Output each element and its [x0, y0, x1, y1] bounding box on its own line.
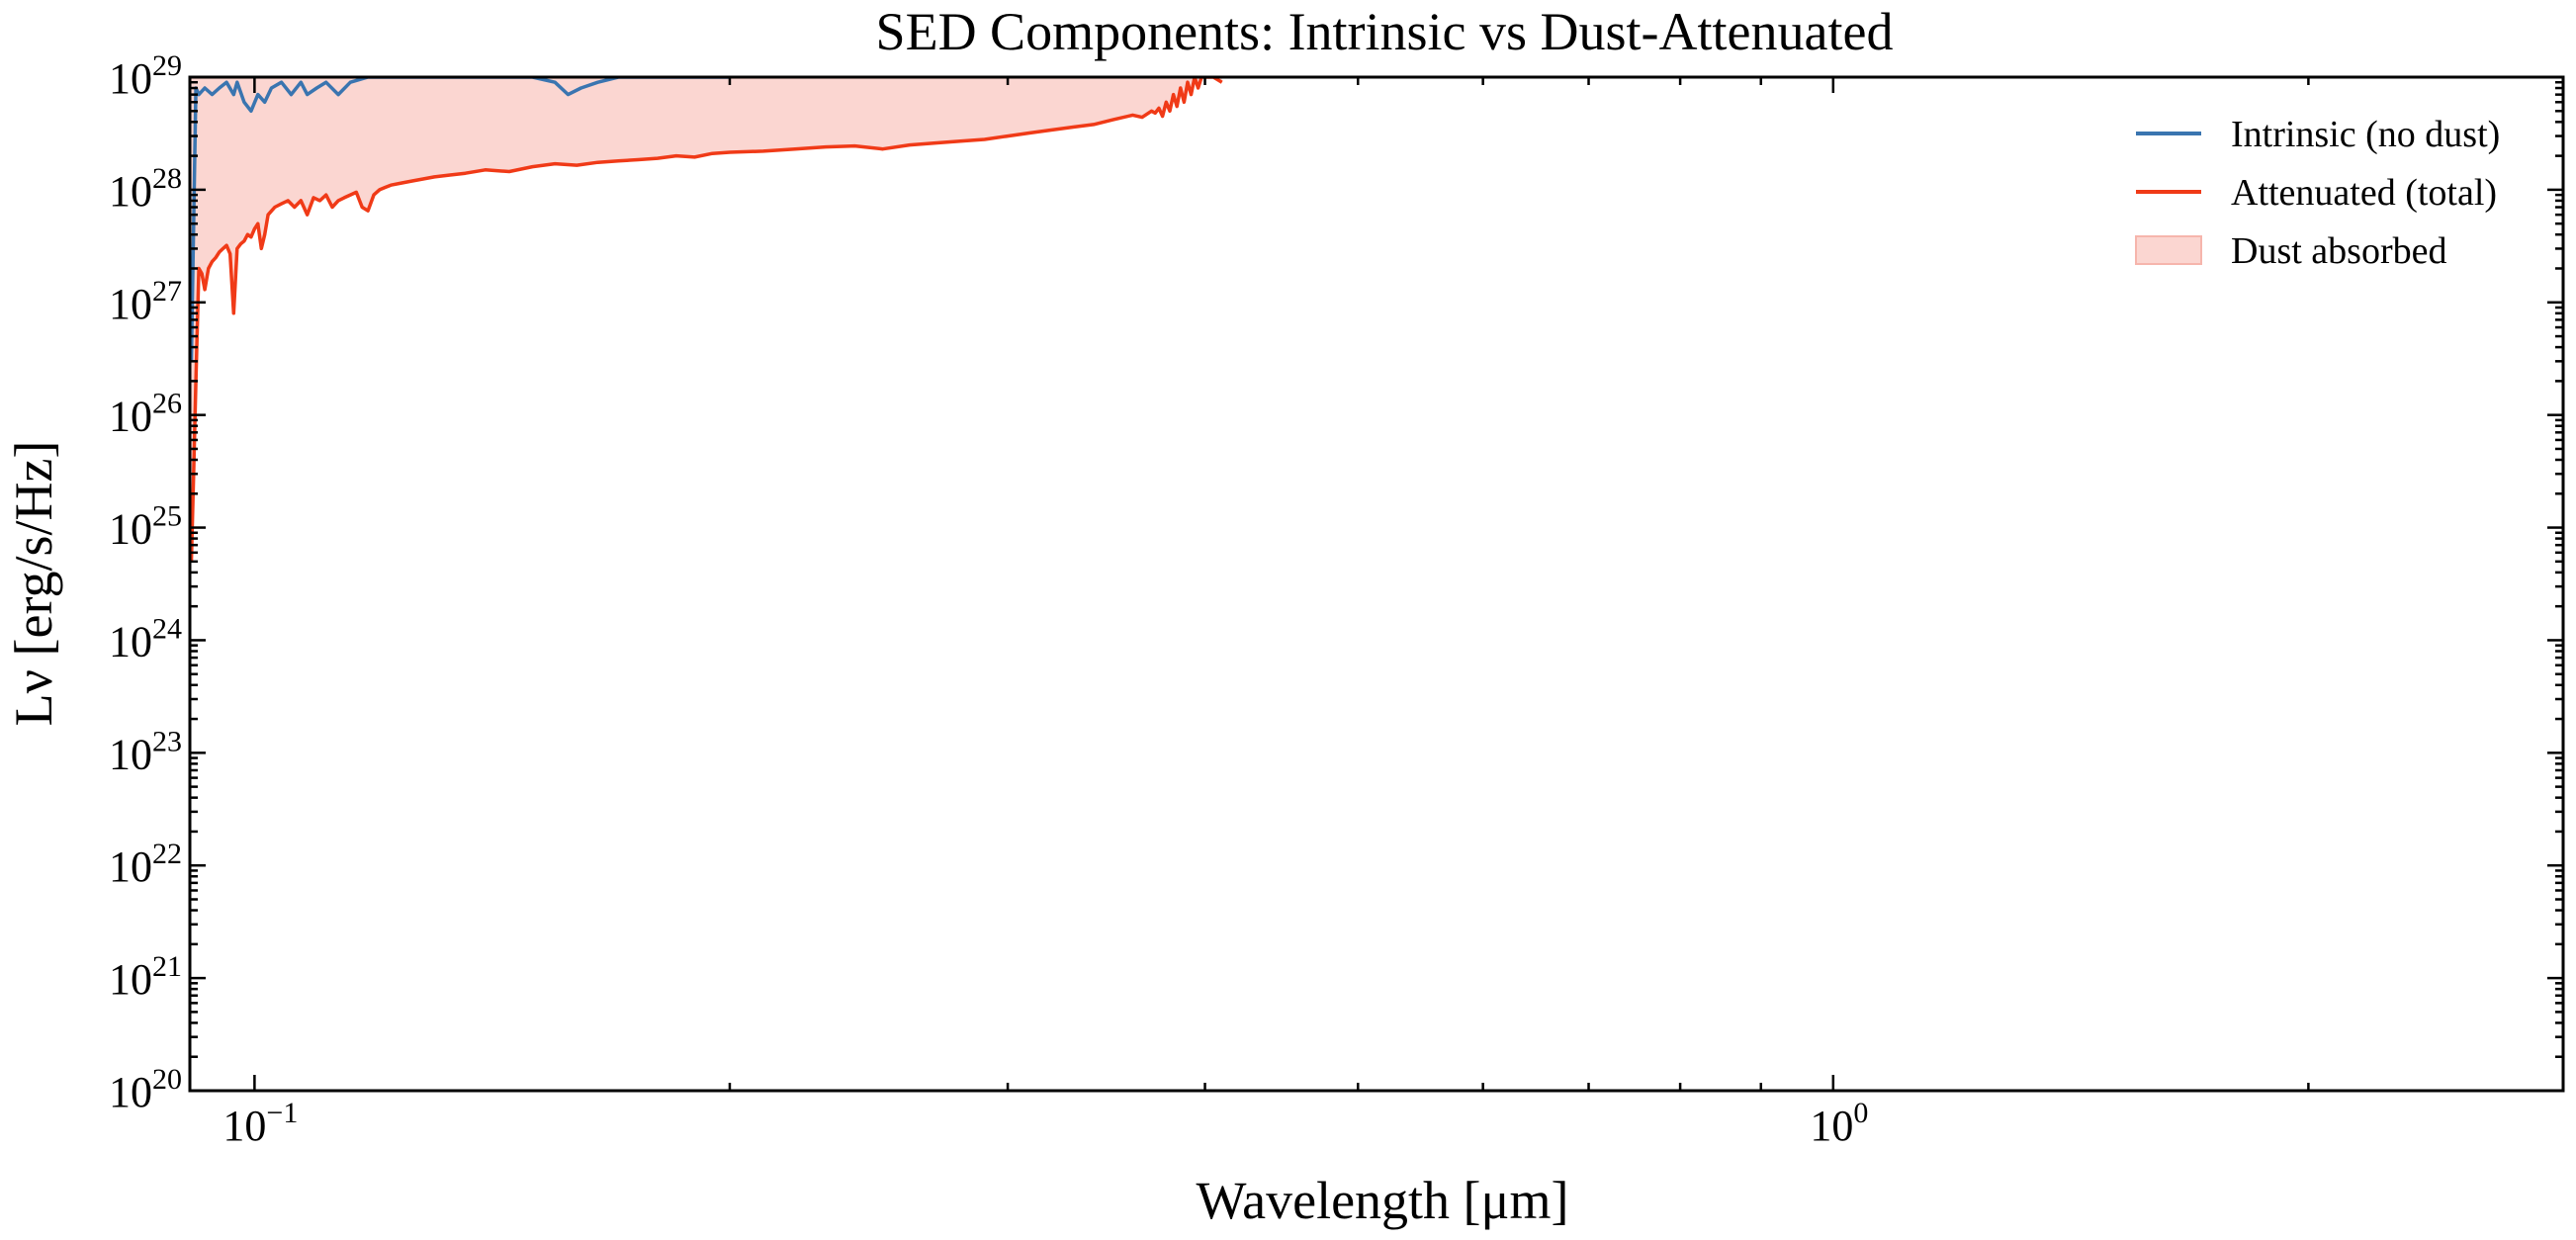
y-tick-label: 1020: [109, 1063, 182, 1116]
legend-swatch: [2135, 235, 2202, 265]
axis-tick-labels: 1020 1021 1022 1023 1024 1025 1026 1027 1028 1029…: [109, 49, 1868, 1150]
x-axis-title: Wavelength [μm]: [1197, 1171, 1569, 1230]
y-tick-label: 1029: [109, 49, 182, 103]
y-tick-label: 1024: [109, 612, 182, 665]
axis-ticks: [190, 75, 2563, 1093]
dust-absorbed-area: [191, 77, 1222, 562]
y-tick-label: 1022: [109, 838, 182, 891]
y-tick-label: 1026: [109, 388, 182, 441]
legend-label: Dust absorbed: [2231, 230, 2446, 272]
x-tick-label: 100: [1810, 1097, 1868, 1150]
axes-frame: [188, 75, 2565, 1093]
intrinsic-series-line: [190, 77, 730, 362]
legend-label: Attenuated (total): [2231, 172, 2497, 214]
plot-area: [190, 77, 1223, 562]
attenuated-series-line: [190, 77, 1223, 562]
y-tick-label: 1021: [109, 950, 182, 1004]
y-axis-title: Lν [erg/s/Hz]: [4, 441, 63, 727]
y-tick-label: 1025: [109, 500, 182, 554]
y-tick-label: 1023: [109, 725, 182, 778]
x-tick-label: 10−1: [222, 1097, 298, 1150]
legend: Intrinsic (no dust) Attenuated (total) Dus…: [2135, 114, 2500, 272]
chart-title: SED Components: Intrinsic vs Dust-Attenu…: [876, 2, 1894, 61]
series-lines: [190, 77, 1223, 562]
y-tick-label: 1027: [109, 275, 182, 328]
y-tick-label: 1028: [109, 162, 182, 216]
legend-label: Intrinsic (no dust): [2231, 114, 2500, 155]
dust-absorbed-fill: [191, 77, 1222, 562]
